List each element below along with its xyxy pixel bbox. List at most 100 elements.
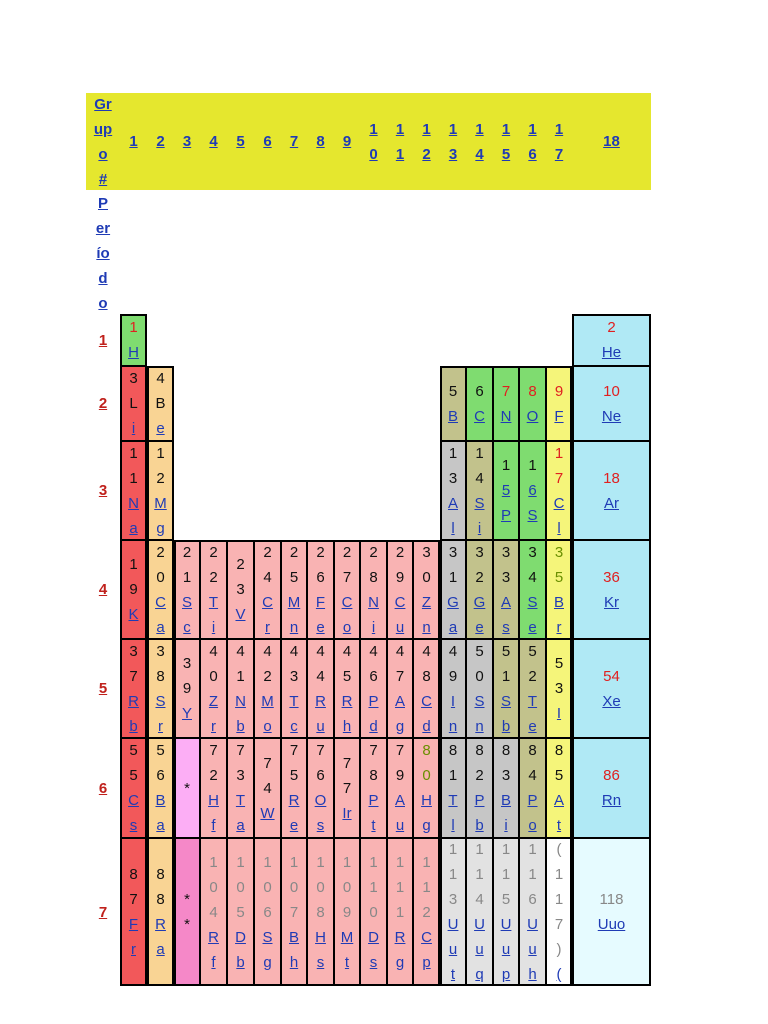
period-label-line[interactable]: er [95,219,111,237]
element-symbol-line[interactable]: s [502,618,510,636]
element-symbol-line[interactable]: e [289,817,299,834]
element-symbol-line[interactable]: Z [208,692,219,710]
element-symbol-line[interactable]: M [154,494,167,512]
element-symbol-line[interactable]: r [157,717,163,735]
element-symbol-line[interactable]: c [290,717,298,735]
element-symbol-line[interactable]: R [208,928,219,946]
element-symbol-line[interactable]: s [316,817,325,834]
element-symbol-line[interactable]: H [315,928,326,946]
group-header-11-line[interactable]: 1 [395,120,405,138]
element-symbol-line[interactable]: f [211,817,216,834]
element-symbol-line[interactable]: A [500,593,511,611]
group-header-12-line[interactable]: 2 [422,145,431,163]
element-symbol-line[interactable]: b [501,717,511,735]
element-symbol-line[interactable]: C [128,792,139,809]
element-symbol-line[interactable]: h [528,966,537,983]
element-symbol-line[interactable]: T [527,692,538,710]
element-symbol-line[interactable]: W [260,804,275,822]
element-symbol-line[interactable]: q [475,966,484,983]
group-header-17-line[interactable]: 1 [554,120,564,138]
element-symbol-line[interactable]: S [181,593,192,611]
element-symbol-line[interactable]: B [500,792,511,809]
group-header-2-line[interactable]: 2 [156,133,165,150]
group-header-9-line[interactable]: 9 [342,133,352,150]
element-symbol-line[interactable]: F [128,916,139,933]
element-symbol-line[interactable]: c [183,618,191,636]
element-symbol-line[interactable]: B [288,928,299,946]
element-symbol-line[interactable]: U [474,916,485,933]
element-symbol-line[interactable]: G [473,593,486,611]
element-symbol-line[interactable]: o [342,618,352,636]
element-cell-kr[interactable]: 36 Kr [572,540,651,639]
element-symbol-line[interactable]: 5 [501,482,511,499]
element-symbol-line[interactable]: K [128,606,139,623]
element-symbol-line[interactable]: H [128,344,139,361]
element-symbol-line[interactable]: b [236,953,245,971]
element-symbol-line[interactable]: O [314,792,327,809]
element-symbol-line[interactable]: M [287,593,301,611]
element-symbol-line[interactable]: p [422,953,431,971]
group-header-14-line[interactable]: 1 [475,120,484,138]
element-symbol-line[interactable]: d [369,717,378,735]
element-symbol-line[interactable]: e [316,618,325,636]
period-number-6[interactable]: 6 [86,738,120,838]
element-symbol-line[interactable]: t [371,817,376,834]
group-header-7-line[interactable]: 7 [289,133,299,150]
element-cell-ne[interactable]: 10 Ne [572,366,651,441]
period-label-line[interactable]: ío [96,244,110,262]
element-symbol-line[interactable]: n [448,717,458,735]
element-symbol-line[interactable]: O [526,407,539,425]
element-symbol-line[interactable]: N [500,407,512,425]
element-symbol-line[interactable]: b [475,817,484,834]
element-symbol-line[interactable]: V [235,606,246,623]
element-symbol-line[interactable]: Ir [342,804,352,822]
element-symbol-line[interactable]: A [394,792,405,809]
period-number-1[interactable]: 1 [86,314,120,366]
element-symbol-line[interactable]: Z [421,593,432,611]
period-number-label[interactable]: 7 [98,903,108,921]
element-symbol-line[interactable]: R [288,792,300,809]
group-header-15-line[interactable]: 5 [501,145,511,163]
element-symbol-line[interactable]: n [475,717,484,735]
element-cell-he[interactable]: 2 He [572,314,651,366]
period-number-label[interactable]: 1 [98,331,108,349]
element-cell-ir[interactable]: 7 7 Ir [334,738,360,838]
element-symbol-line[interactable]: s [316,953,325,971]
element-symbol-line[interactable]: l [451,519,455,537]
element-symbol-line[interactable]: P [500,507,511,524]
period-number-label[interactable]: 4 [98,581,108,598]
element-cell-xe[interactable]: 54 Xe [572,639,651,738]
element-symbol-line[interactable]: He [601,344,622,361]
element-symbol-line[interactable]: U [500,916,512,933]
period-number-5[interactable]: 5 [86,639,120,738]
element-symbol-line[interactable]: b [236,717,245,735]
element-symbol-line[interactable]: A [553,792,564,809]
